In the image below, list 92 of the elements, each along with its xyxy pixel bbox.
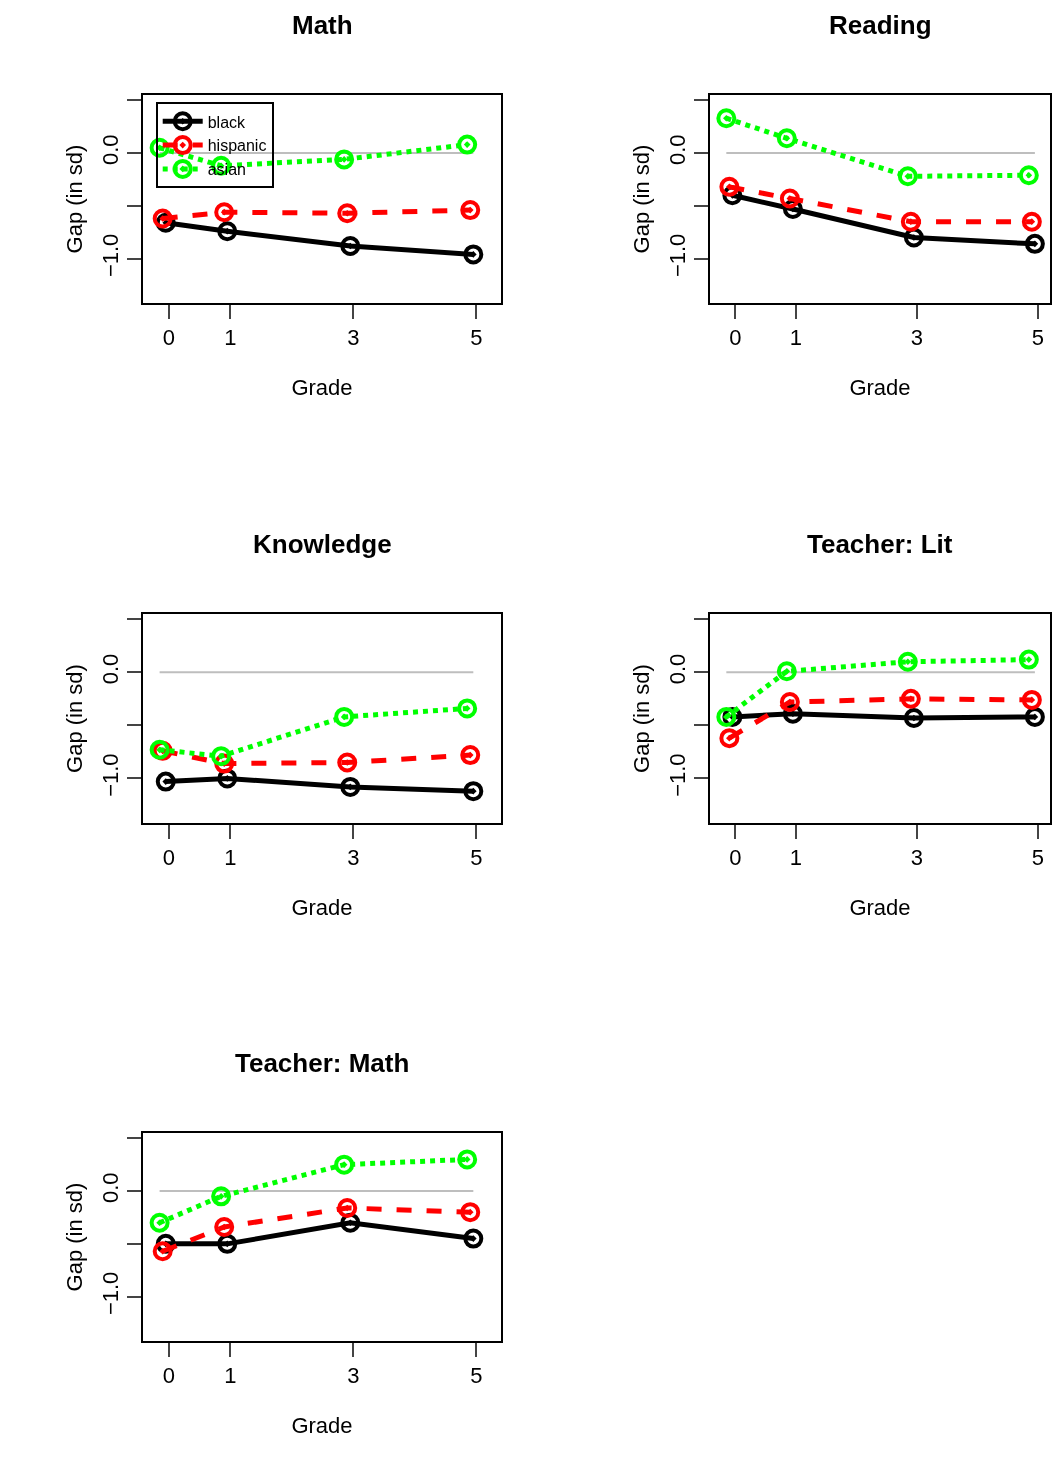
- y-tick-label: 0.0: [665, 653, 691, 685]
- x-tick-label: 0: [162, 325, 175, 351]
- y-tick-label: 0.0: [98, 134, 124, 166]
- point: [1024, 233, 1045, 254]
- point: [152, 1241, 173, 1262]
- y-tick-label: −1.0: [98, 753, 124, 797]
- chart-title: Knowledge: [253, 529, 392, 559]
- point: [1018, 649, 1039, 670]
- point: [214, 202, 235, 223]
- y-tick-label: −1.0: [665, 753, 691, 797]
- y-axis-title: Gap (in sd): [61, 144, 87, 254]
- chart-title: Reading: [829, 10, 932, 40]
- point: [776, 661, 797, 682]
- point: [337, 203, 358, 224]
- point: [211, 746, 232, 767]
- point: [1024, 706, 1045, 727]
- x-tick-label: 5: [470, 325, 483, 351]
- x-tick-label: 3: [347, 325, 360, 351]
- point: [897, 651, 918, 672]
- point: [457, 698, 478, 719]
- point: [779, 692, 800, 713]
- point: [334, 149, 355, 170]
- x-axis-title: Grade: [291, 374, 353, 400]
- point: [900, 688, 921, 709]
- point: [719, 176, 740, 197]
- legend-label: hispanic: [207, 137, 267, 155]
- x-axis-title: Grade: [291, 1412, 353, 1438]
- point: [155, 771, 176, 792]
- point: [463, 781, 484, 802]
- y-axis-title: Gap (in sd): [61, 1182, 87, 1292]
- point: [463, 1228, 484, 1249]
- x-tick-label: 5: [1031, 845, 1045, 871]
- x-tick-label: 0: [162, 1363, 175, 1389]
- legend-label: black: [207, 113, 247, 131]
- point: [1018, 165, 1039, 186]
- point: [337, 1197, 358, 1218]
- point: [719, 728, 740, 749]
- x-tick-label: 0: [729, 845, 742, 871]
- x-tick-label: 3: [347, 1363, 360, 1389]
- point: [463, 244, 484, 265]
- x-tick-label: 3: [347, 845, 360, 871]
- point: [1021, 689, 1042, 710]
- point: [334, 1154, 355, 1175]
- x-tick-label: 0: [162, 845, 175, 871]
- x-tick-label: 5: [470, 845, 483, 871]
- x-tick-label: 0: [729, 325, 742, 351]
- x-tick-label: 1: [224, 1363, 237, 1389]
- point: [337, 752, 358, 773]
- point: [457, 1149, 478, 1170]
- y-tick-label: −1.0: [98, 233, 124, 278]
- point: [217, 1233, 238, 1254]
- x-axis-title: Grade: [291, 894, 353, 920]
- chart-title: Teacher: Math: [235, 1048, 410, 1078]
- x-axis-title: Grade: [849, 894, 911, 920]
- point: [211, 1186, 232, 1207]
- y-tick-label: 0.0: [98, 653, 124, 685]
- x-tick-label: 1: [224, 325, 237, 351]
- point: [214, 1216, 235, 1237]
- point: [457, 134, 478, 155]
- chart-title: Teacher: Lit: [807, 529, 953, 559]
- point: [903, 707, 924, 728]
- point: [340, 776, 361, 797]
- y-tick-label: −1.0: [665, 233, 691, 278]
- point: [340, 235, 361, 256]
- x-tick-label: 3: [910, 845, 924, 871]
- y-tick-label: 0.0: [98, 1172, 124, 1204]
- y-axis-title: Gap (in sd): [61, 664, 87, 773]
- point: [776, 128, 797, 149]
- x-tick-label: 1: [789, 845, 803, 871]
- point: [149, 1212, 170, 1233]
- y-axis-title: Gap (in sd): [628, 664, 654, 773]
- x-tick-label: 3: [910, 325, 924, 351]
- point: [217, 221, 238, 242]
- y-axis-title: Gap (in sd): [628, 144, 654, 254]
- point: [716, 108, 737, 129]
- y-tick-label: 0.0: [665, 134, 691, 166]
- chart-title: Math: [292, 10, 353, 40]
- x-tick-label: 5: [1031, 325, 1045, 351]
- point: [900, 211, 921, 232]
- x-tick-label: 1: [789, 325, 803, 351]
- point: [779, 188, 800, 209]
- point: [897, 166, 918, 187]
- point: [1021, 211, 1042, 232]
- point: [460, 1202, 481, 1223]
- point: [334, 706, 355, 727]
- x-axis-title: Grade: [849, 374, 911, 400]
- point: [460, 745, 481, 766]
- y-tick-label: −1.0: [98, 1271, 124, 1316]
- x-tick-label: 5: [470, 1363, 483, 1389]
- point: [716, 706, 737, 727]
- point: [460, 200, 481, 221]
- x-tick-label: 1: [224, 845, 237, 871]
